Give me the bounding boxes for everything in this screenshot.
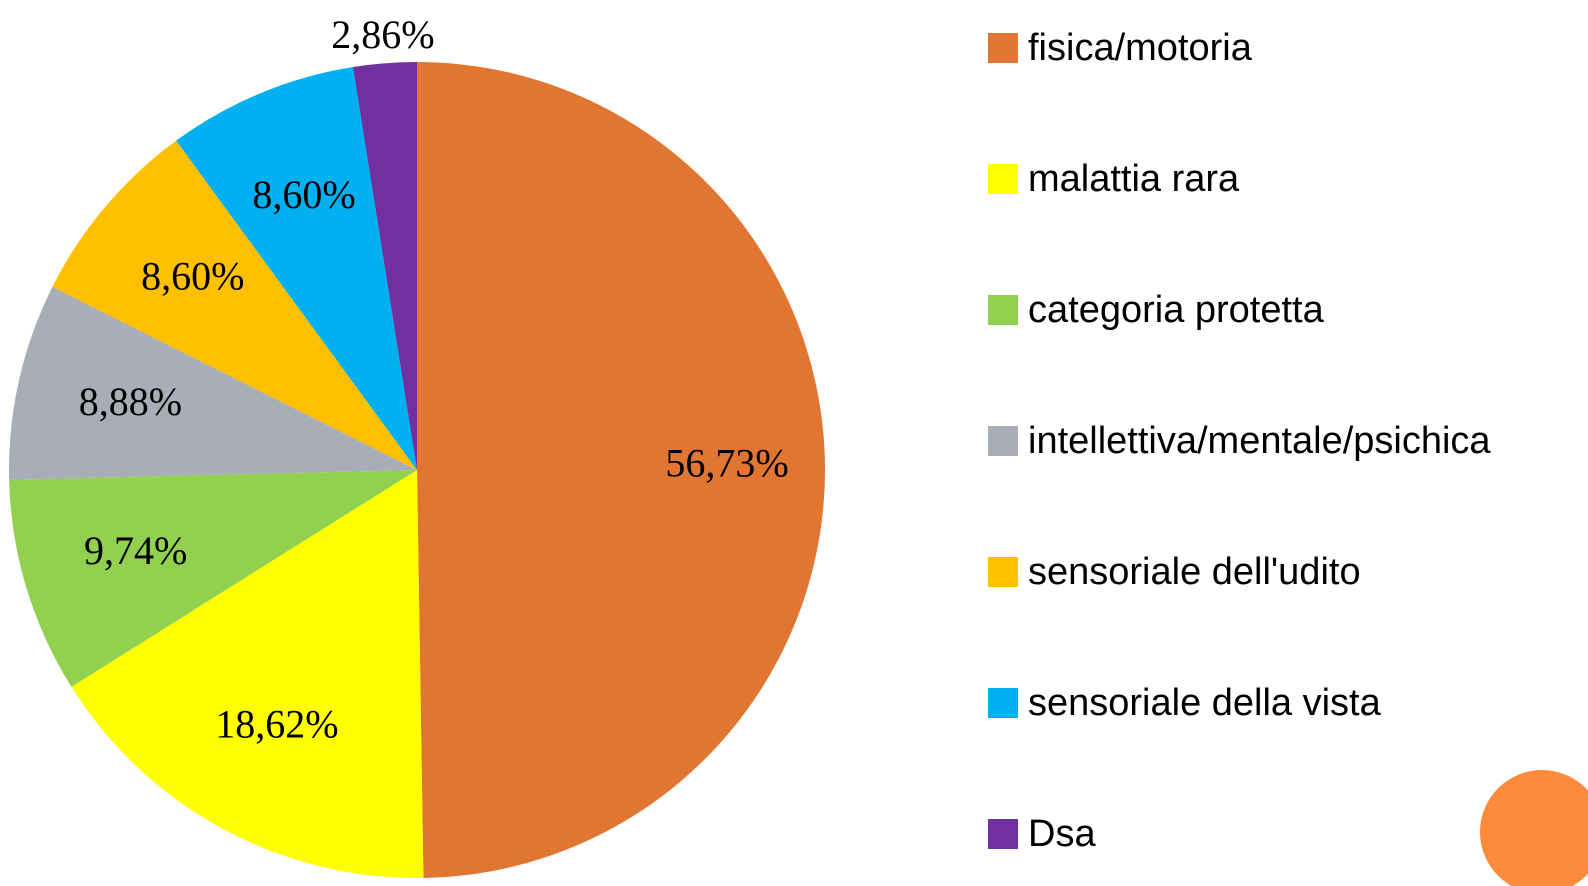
legend-swatch (988, 164, 1018, 194)
legend-label: malattia rara (1028, 158, 1240, 200)
pie-slice (417, 62, 826, 878)
data-label: 2,86% (331, 12, 434, 57)
pie-slice (9, 286, 418, 480)
legend-label: categoria protetta (1028, 289, 1324, 331)
data-label: 18,62% (215, 701, 338, 746)
legend-item: sensoriale dell'udito (988, 544, 1558, 600)
legend-item: Dsa (988, 806, 1558, 862)
pie-slice (71, 470, 424, 878)
data-label: 8,60% (141, 253, 244, 298)
decoration-circle (1480, 770, 1588, 886)
legend-item: fisica/motoria (988, 20, 1558, 76)
data-label: 56,73% (665, 441, 788, 486)
legend-swatch (988, 426, 1018, 456)
legend-item: sensoriale della vista (988, 675, 1558, 731)
data-label: 9,74% (84, 528, 187, 573)
legend-label: sensoriale dell'udito (1028, 551, 1361, 593)
legend-item: malattia rara (988, 151, 1558, 207)
legend-swatch (988, 557, 1018, 587)
legend-label: intellettiva/mentale/psichica (1028, 420, 1491, 462)
data-label: 8,60% (252, 172, 355, 217)
legend-swatch (988, 688, 1018, 718)
legend-swatch (988, 33, 1018, 63)
legend-label: fisica/motoria (1028, 27, 1252, 69)
legend-label: sensoriale della vista (1028, 682, 1381, 724)
pie-slice (176, 67, 417, 471)
data-label: 8,88% (79, 379, 182, 424)
legend-swatch (988, 295, 1018, 325)
legend-swatch (988, 819, 1018, 849)
legend-item: categoria protetta (988, 282, 1558, 338)
legend-label: Dsa (1028, 813, 1096, 855)
pie-slice (9, 470, 418, 687)
pie-slice (52, 140, 418, 470)
legend-item: intellettiva/mentale/psichica (988, 413, 1558, 469)
pie-slice (352, 62, 417, 470)
